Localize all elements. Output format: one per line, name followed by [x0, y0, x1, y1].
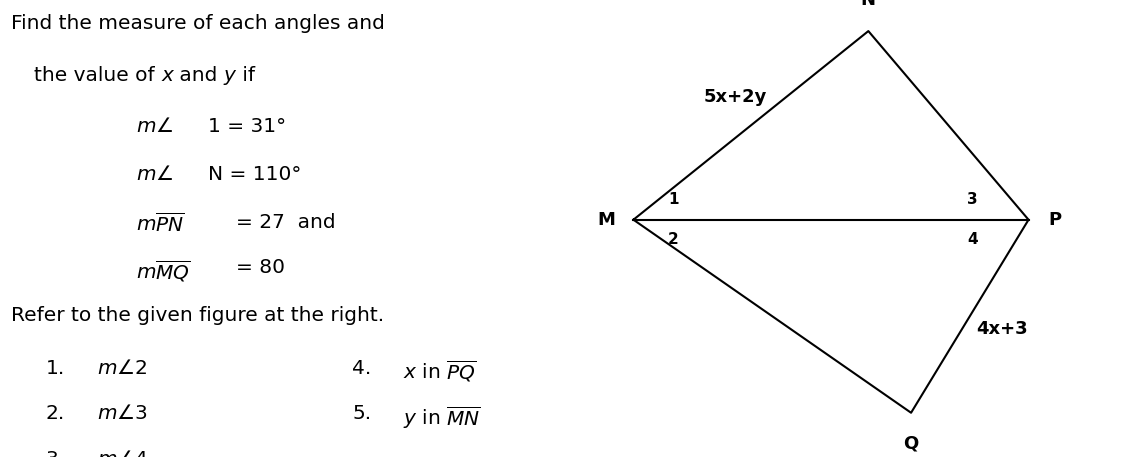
Text: x: x [161, 66, 173, 85]
Text: P: P [1049, 211, 1062, 228]
Text: = 80: = 80 [236, 258, 285, 277]
Text: $m\angle$3: $m\angle$3 [97, 404, 148, 424]
Text: if: if [235, 66, 254, 85]
Text: Find the measure of each angles and: Find the measure of each angles and [11, 14, 385, 33]
Text: $m\angle$: $m\angle$ [136, 117, 174, 136]
Text: N: N [861, 0, 876, 9]
Text: 1.: 1. [45, 359, 65, 378]
Text: N = 110°: N = 110° [208, 165, 301, 184]
Text: 5.: 5. [352, 404, 371, 424]
Text: 1: 1 [668, 192, 678, 207]
Text: 2: 2 [668, 232, 679, 247]
Text: 4: 4 [967, 232, 978, 247]
Text: the value of: the value of [34, 66, 161, 85]
Text: 3: 3 [967, 192, 978, 207]
Text: 1 = 31°: 1 = 31° [208, 117, 286, 136]
Text: Q: Q [903, 435, 919, 452]
Text: $m\overline{MQ}$: $m\overline{MQ}$ [136, 258, 191, 284]
Text: and: and [173, 66, 224, 85]
Text: $x$ in $\overline{PQ}$: $x$ in $\overline{PQ}$ [403, 359, 477, 384]
Text: 3.: 3. [45, 450, 65, 457]
Text: Refer to the given figure at the right.: Refer to the given figure at the right. [11, 306, 384, 325]
Text: $m\angle$2: $m\angle$2 [97, 359, 147, 378]
Text: 5x+2y: 5x+2y [703, 88, 767, 106]
Text: y: y [224, 66, 235, 85]
Text: = 27  and: = 27 and [236, 213, 336, 232]
Text: M: M [598, 211, 616, 228]
Text: $m\angle$: $m\angle$ [136, 165, 174, 184]
Text: 4x+3: 4x+3 [976, 320, 1028, 338]
Text: 2.: 2. [45, 404, 65, 424]
Text: 4.: 4. [352, 359, 371, 378]
Text: $m\overline{PN}$: $m\overline{PN}$ [136, 213, 185, 236]
Text: $y$ in $\overline{MN}$: $y$ in $\overline{MN}$ [403, 404, 482, 431]
Text: $m\angle$4: $m\angle$4 [97, 450, 148, 457]
